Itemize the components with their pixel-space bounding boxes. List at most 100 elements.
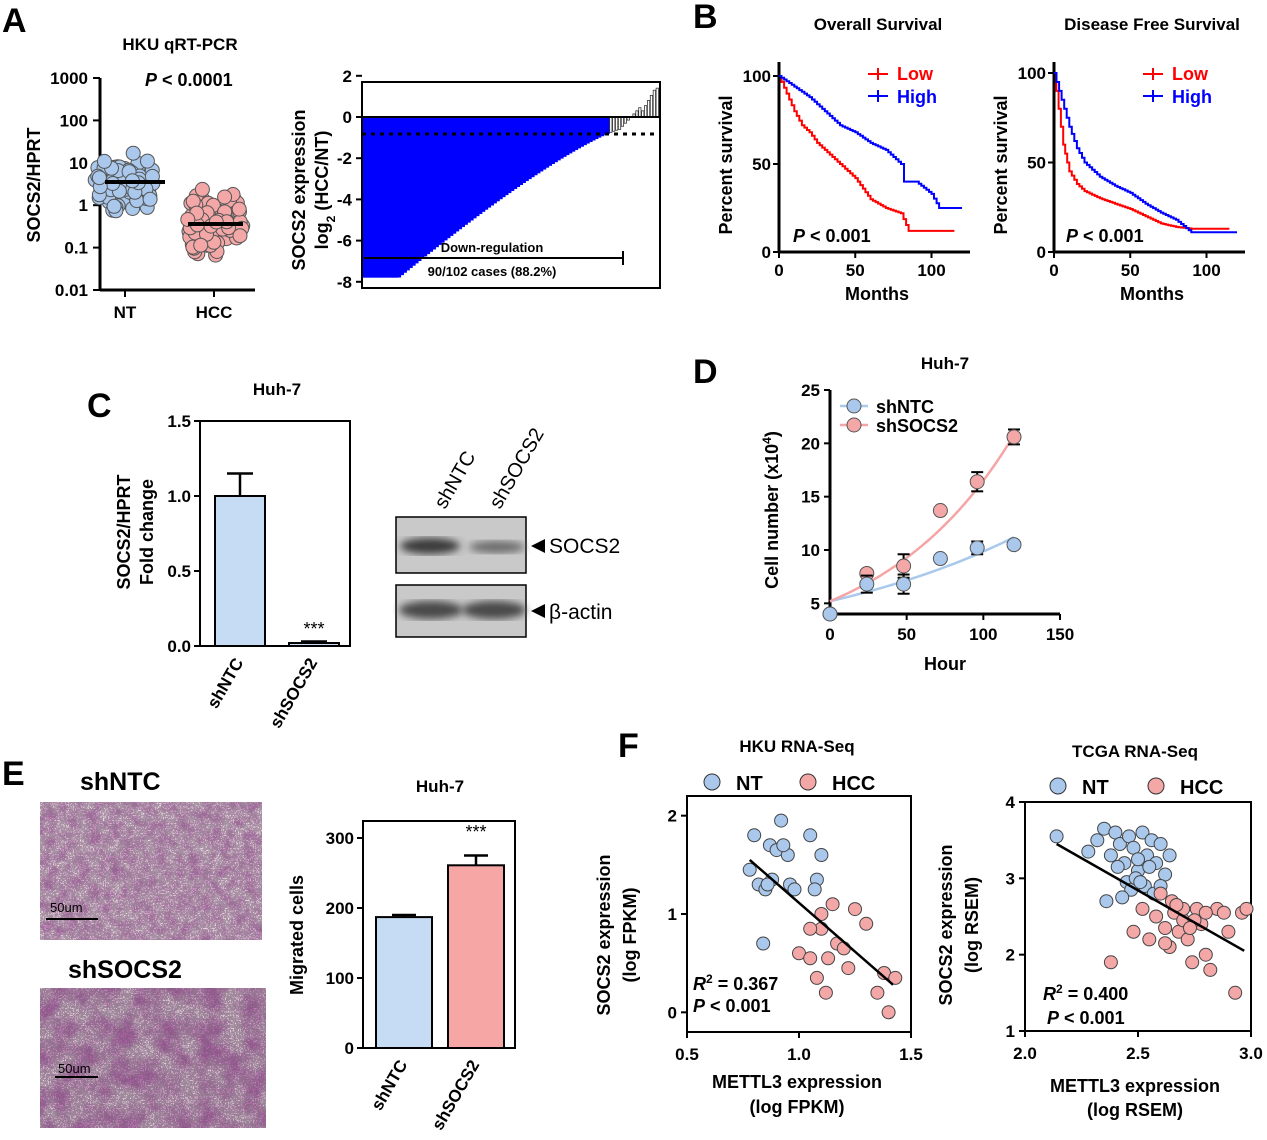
a-wf-bar: [638, 107, 642, 118]
d-legend-shntc: shNTC: [876, 397, 934, 417]
a-wf-bar: [458, 117, 463, 230]
f-tcga-point: [1142, 932, 1157, 947]
panel-f-hku: HKU RNA-Seq SOCS2 expression (log FPKM) …: [594, 737, 923, 1117]
f-hku-point: [825, 897, 840, 912]
f-hku-point: [776, 838, 791, 853]
b-dfs-legend-low: Low: [1172, 64, 1209, 84]
a-wf-bar: [606, 117, 611, 134]
f-tcga-legend-hcc: HCC: [1180, 777, 1223, 799]
a-scatter-points: [87, 145, 251, 263]
a-wf-bar: [551, 117, 555, 164]
a-wf-bar: [490, 117, 494, 206]
f-tcga-point: [1110, 859, 1125, 874]
a-scatter-title: HKU qRT-PCR: [122, 35, 237, 54]
a-wf-frame: [361, 81, 661, 289]
f-hku-point: [803, 921, 818, 936]
f-hku-point: [760, 877, 775, 892]
f-tcga-xtick: 3.0: [1239, 1044, 1263, 1063]
a-wf-bar: [574, 117, 579, 151]
a-wf-bar: [438, 117, 442, 245]
b-os-xtick: 100: [917, 261, 945, 280]
d-legend-shsocs2: shSOCS2: [876, 416, 958, 436]
f-hku-pvalue: P < 0.001: [693, 996, 771, 1016]
b-os-xlabel: Months: [845, 284, 909, 304]
d-title: Huh-7: [921, 354, 969, 373]
a-wf-bar: [365, 117, 370, 278]
a-point: [142, 191, 158, 207]
f-tcga-xlabel2: (log RSEM): [1087, 1100, 1183, 1120]
f-hku-point: [747, 828, 762, 843]
f-tcga-point: [1239, 901, 1254, 916]
e-scale-shsocs2: 50um: [58, 1061, 91, 1076]
b-dfs-ytick: 100: [1018, 64, 1046, 83]
f-hku-xtick: 1.5: [899, 1045, 923, 1064]
a-ytick-label: 1: [79, 196, 88, 215]
a-wf-bar: [403, 117, 407, 273]
a-wf-bar: [481, 117, 486, 212]
a-wf-bar: [592, 117, 596, 141]
a-wf-bar: [644, 105, 648, 118]
a-wf-bar: [545, 117, 550, 168]
a-wf-bar: [374, 117, 378, 278]
a-wf-bar: [435, 117, 439, 248]
f-tcga-pvalue: P < 0.001: [1047, 1008, 1125, 1028]
b-dfs-xtick: 0: [1049, 261, 1058, 280]
e-bar: [375, 916, 433, 1049]
e-bar: [447, 864, 505, 1049]
a-ytick-label: 0.01: [55, 281, 88, 300]
a-wf-cases-label: 90/102 cases (88.2%): [428, 264, 557, 279]
f-hku-point: [803, 828, 818, 843]
a-wf-bar: [452, 117, 457, 234]
f-tcga-point: [1198, 905, 1213, 920]
blot-label-actin: β-actin: [549, 601, 612, 624]
a-wf-bar: [537, 117, 541, 174]
f-tcga-point: [1162, 848, 1177, 863]
a-wf-ylabel2: log2 (HCC/NT): [312, 131, 338, 250]
a-wf-bar: [450, 117, 454, 236]
f-tcga-point: [1183, 921, 1197, 935]
a-point: [232, 228, 248, 244]
f-hku-title: HKU RNA-Seq: [739, 737, 854, 756]
f-hku-point: [818, 985, 833, 1000]
f-hku-point: [814, 848, 829, 862]
d-point: [932, 551, 948, 567]
f-hku-point: [814, 907, 829, 921]
f-hku-ytick: 1: [668, 905, 677, 924]
a-wf-bar: [598, 117, 602, 138]
a-wf-bar: [421, 117, 425, 259]
a-wf-bar: [499, 117, 503, 200]
f-tcga-point: [1180, 932, 1195, 947]
b-dfs-xlabel: Months: [1120, 284, 1184, 304]
f-tcga-title: TCGA RNA-Seq: [1072, 742, 1198, 761]
e-bar-ylabel: Migrated cells: [287, 875, 307, 995]
a-wf-bar: [612, 116, 616, 132]
a-xtick-nt: NT: [114, 303, 137, 322]
a-wf-bar: [464, 117, 468, 225]
a-wf-ytick-label: -2: [337, 149, 352, 168]
a-wf-bar: [406, 117, 410, 271]
a-wf-bar: [461, 117, 465, 228]
a-ytick-label: 1000: [50, 69, 88, 88]
blot-lane-shsocs2: shSOCS2: [485, 424, 549, 512]
b-os-line-low: [779, 75, 955, 232]
f-hku-point: [756, 936, 771, 951]
a-ytick-label: 100: [60, 111, 88, 130]
b-dfs-line-low: [1054, 72, 1230, 230]
f-hku-xtick: 0.5: [675, 1045, 699, 1064]
a-wf-bar: [473, 117, 477, 219]
a-wf-bar: [583, 117, 587, 146]
d-xtick: 100: [969, 625, 997, 644]
a-wf-bar: [418, 117, 422, 262]
a-wf-bar: [580, 117, 584, 147]
b-os-title: Overall Survival: [814, 15, 943, 34]
d-point: [822, 606, 838, 622]
blot-lane-shntc: shNTC: [430, 448, 480, 513]
f-tcga-fit: [1056, 842, 1245, 952]
a-wf-bar: [470, 117, 474, 221]
f-tcga-point: [1221, 924, 1236, 939]
c-ylabel2: Fold change: [137, 479, 157, 585]
d-point: [969, 474, 985, 490]
a-wf-bar: [371, 117, 376, 278]
f-tcga-point: [1216, 905, 1231, 920]
a-wf-bar: [444, 117, 448, 241]
